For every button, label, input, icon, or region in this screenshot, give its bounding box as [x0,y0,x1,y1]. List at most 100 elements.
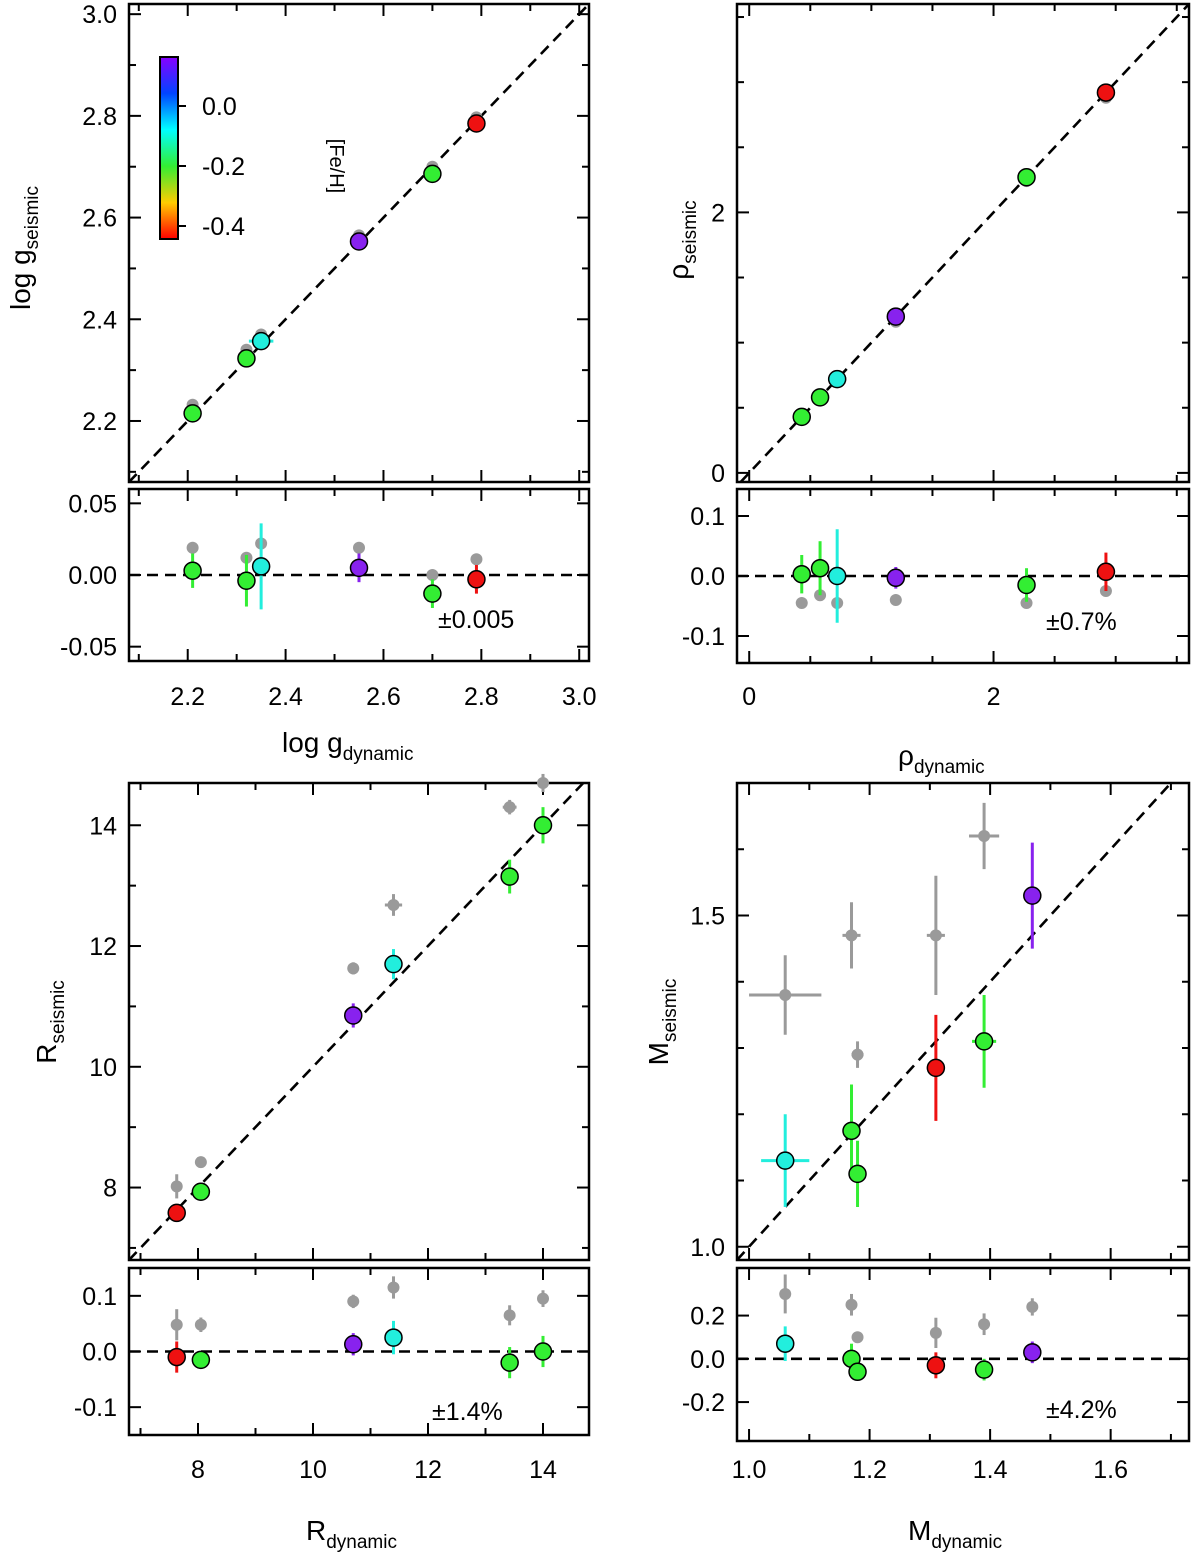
gray-residual-point [470,553,483,566]
y-tick-label: 2.4 [82,306,117,334]
data-point [974,1032,994,1051]
data-point [191,1182,211,1202]
residual-point [191,1350,211,1370]
data-point [384,954,403,974]
x-axis-label-main: log g [282,727,343,758]
axis-ticks [737,4,1189,663]
residual-y-tick-labels: -0.05 0.00 0.05 [60,490,117,661]
x-axis-label: Mdynamic [908,1515,1002,1553]
y-axis-label-sub: seismic [680,200,701,263]
gray-residual-point [845,1298,858,1311]
axis-ticks [129,783,589,1435]
data-point [842,1121,861,1141]
y-tick-label: 8 [103,1175,117,1203]
x-tick-label: 3.0 [562,683,597,711]
data-point [886,307,906,326]
y-axis-label-main: M [643,1042,674,1065]
data-point [926,1058,946,1078]
data-point [775,1151,795,1170]
residual-y-tick-label: -0.05 [60,634,117,662]
y-axis-label: Rseismic [31,980,69,1064]
residual-scatter-annotation: ±1.4% [432,1398,503,1426]
y-tick-label: 1.5 [690,903,725,931]
data-point [349,232,369,251]
residual-point [810,558,830,578]
gray-residual-point [1020,597,1033,609]
x-axis-label: log gdynamic [282,727,413,765]
gray-comparison-point [929,929,942,942]
gray-comparison-point [851,1048,864,1061]
x-axis-label: ρdynamic [898,740,985,778]
y-axis-label: log gseismic [5,186,43,310]
x-axis-label-sub: dynamic [914,757,985,778]
residual-y-tick-label: 0.2 [690,1303,725,1331]
x-tick-label: 1.6 [1093,1456,1128,1484]
gray-comparison-point [845,929,858,942]
data-point [1096,83,1116,102]
main-plot-frame [127,2,591,484]
residual-point [384,1328,403,1347]
residual-y-tick-label: 0.05 [68,490,117,518]
data-point [827,369,847,389]
residual-point [251,557,271,576]
residual-y-tick-labels: -0.1 0.0 0.1 [74,1283,117,1422]
residual-scatter-annotation: ±0.005 [438,606,514,634]
colorbar-label: [Fe/H] [325,139,347,193]
y-tick-label: 2 [711,199,725,227]
axis-ticks [129,4,589,661]
y-tick-label: 1.0 [690,1234,725,1262]
gray-comparison-point [537,777,549,789]
x-tick-label: 2.4 [268,683,303,711]
y-tick-label: 10 [89,1054,117,1082]
gray-comparison-point [347,962,360,975]
residual-point [167,1347,186,1367]
colorbar: 0.0 -0.2 -0.4 [Fe/H] [159,56,347,241]
x-axis-label-main: ρ [898,740,914,771]
residual-y-tick-label: 0.0 [690,1346,725,1374]
y-tick-label: 0 [711,460,725,488]
data-point [183,404,202,423]
data-point [810,388,830,407]
colorbar-tick-label: 0.0 [202,93,237,121]
data-point [237,349,256,368]
one-to-one-line [128,782,589,1353]
data-point [848,1164,867,1184]
residual-y-tick-label: 0.1 [82,1283,117,1311]
panel-density: 0 2 0 2 -0.1 0.0 0.1 ±0.7% ρdynamic ρsei… [663,2,1191,778]
x-axis-label-main: M [908,1515,931,1546]
gray-residual-point [889,594,902,606]
y-axis-label: ρseismic [663,200,701,279]
data-point [1017,167,1036,187]
residual-point [1023,1343,1042,1362]
data-point [792,407,811,427]
y-tick-label: 3.0 [82,1,117,29]
y-axis-label-sub: seismic [660,979,681,1042]
colorbar-tick-label: -0.2 [202,153,245,181]
gray-residual-point [779,1287,792,1300]
data-point [423,164,442,184]
y-tick-label: 12 [89,933,117,961]
main-plot-frame [735,2,1191,484]
gray-residual-point [795,597,808,609]
y-tick-label: 14 [89,812,117,840]
residual-point [423,584,442,603]
residual-y-tick-label: 0.1 [690,503,725,531]
main-plot-frame [735,781,1191,1262]
residual-point [1096,562,1116,582]
x-tick-label: 2.2 [170,683,205,711]
residual-y-tick-labels: -0.1 0.0 0.1 [682,503,725,651]
x-tick-label: 8 [191,1456,205,1484]
residual-y-tick-label: -0.1 [682,623,725,651]
residual-y-tick-label: -0.1 [74,1394,117,1422]
x-axis-label-main: R [306,1515,326,1546]
residual-y-tick-label: 0.0 [690,563,725,591]
gray-comparison-point [387,898,400,911]
data-point [1023,886,1042,905]
gray-residual-point [387,1281,400,1294]
x-tick-label: 1.2 [852,1456,887,1484]
x-tick-label: 12 [414,1456,442,1484]
x-tick-label: 10 [299,1456,327,1484]
gray-residual-point [353,541,365,554]
data-points [749,802,1042,1382]
